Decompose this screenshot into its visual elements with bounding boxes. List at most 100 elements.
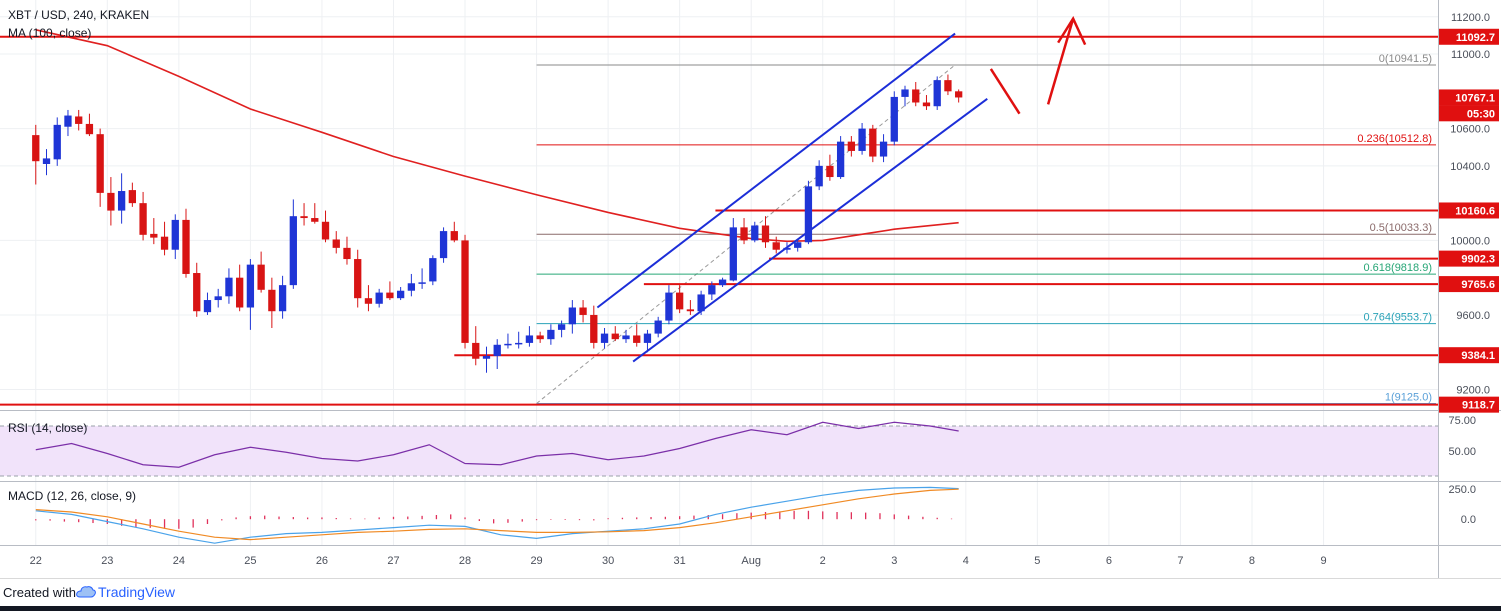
- candle-body: [783, 247, 791, 250]
- candle-body: [236, 277, 244, 308]
- candle-body: [557, 324, 566, 330]
- level-price-badge: [1439, 396, 1499, 413]
- candle-body: [847, 141, 856, 151]
- fib-level-label: 0.5(10033.3): [1370, 222, 1432, 234]
- candle-body: [686, 309, 695, 312]
- candle-body: [579, 307, 587, 315]
- current-price-badge: [1439, 105, 1499, 122]
- candle-body: [697, 294, 705, 312]
- price-axis-label: 10400.0: [1450, 161, 1490, 173]
- signal-line: [35, 488, 959, 541]
- candle-body: [214, 296, 222, 301]
- candle-body: [751, 225, 759, 241]
- level-price-label: 9902.3: [1461, 254, 1495, 266]
- level-price-label: 9118.7: [1462, 400, 1495, 412]
- channel-upper-line: [596, 32, 956, 309]
- time-axis-label: 7: [1177, 555, 1183, 567]
- time-axis-label: 31: [674, 555, 686, 567]
- tradingview-cloud-icon: [76, 586, 96, 598]
- candle-body: [622, 335, 630, 340]
- candle-body: [740, 227, 748, 241]
- time-axis-label: 3: [891, 555, 897, 567]
- candle-body: [311, 218, 319, 222]
- candle-body: [933, 80, 941, 107]
- up-arrow-shaft: [1046, 18, 1075, 105]
- level-price-badge: [1439, 202, 1499, 219]
- fib-level-label: 0.236(10512.8): [1357, 133, 1432, 145]
- ma-100-line: [35, 29, 959, 243]
- candle-body: [42, 158, 51, 164]
- macd-legend-label: MACD (12, 26, close, 9): [8, 489, 136, 503]
- time-axis-label: 4: [963, 555, 969, 567]
- candle-body: [665, 292, 673, 321]
- candle-body: [117, 191, 126, 211]
- fib-level-label: 0.618(9818.9): [1364, 262, 1433, 274]
- price-axis-label: 9200.0: [1456, 385, 1490, 397]
- candle-body: [515, 342, 523, 345]
- candle-body: [203, 300, 212, 313]
- candle-body: [257, 264, 265, 290]
- time-axis-label: 23: [101, 555, 113, 567]
- time-axis-label: 5: [1034, 555, 1040, 567]
- candle-body: [525, 335, 534, 343]
- level-price-label: 11092.7: [1456, 32, 1495, 44]
- rsi-legend-label: RSI (14, close): [8, 421, 87, 435]
- time-axis-label: 2: [820, 555, 826, 567]
- candle-body: [375, 292, 383, 304]
- level-price-badge: [1439, 276, 1499, 293]
- fib-level-label: 0(10941.5): [1379, 53, 1432, 65]
- candle-body: [879, 141, 888, 157]
- time-axis-label: 29: [530, 555, 542, 567]
- candle-body: [107, 192, 115, 211]
- candle-body: [193, 273, 201, 312]
- candle-body: [53, 124, 61, 160]
- candle-body: [225, 277, 233, 297]
- price-axis-label: 11200.0: [1451, 12, 1490, 24]
- candle-body: [944, 80, 952, 92]
- time-axis-label: 22: [30, 555, 42, 567]
- level-price-badge: [1439, 28, 1499, 45]
- level-price-label: 9384.1: [1461, 350, 1495, 362]
- fib-level-label: 1(9125.0): [1385, 391, 1432, 403]
- candle-body: [836, 141, 845, 178]
- candle-body: [729, 227, 737, 281]
- down-projection-stroke: [989, 68, 1021, 115]
- chart-symbol-title: XBT / USD, 240, KRAKEN: [8, 8, 149, 22]
- current-price-badge: [1439, 89, 1499, 106]
- current-price-label: 05:30: [1467, 108, 1495, 120]
- candle-body: [321, 221, 330, 240]
- fib-level-label: 0.764(9553.7): [1364, 312, 1433, 324]
- price-axis-label: 10000.0: [1450, 235, 1490, 247]
- candle-body: [633, 335, 641, 343]
- candle-body: [386, 292, 394, 299]
- candle-body: [278, 285, 287, 312]
- level-price-label: 9765.6: [1461, 279, 1495, 291]
- candle-body: [364, 298, 373, 304]
- bottom-border: [0, 606, 1501, 611]
- time-axis-label: 6: [1106, 555, 1112, 567]
- candle-body: [64, 115, 72, 127]
- level-price-label: 10160.6: [1455, 205, 1495, 217]
- chart-background: [0, 0, 1501, 578]
- rsi-axis-label: 75.00: [1448, 415, 1476, 427]
- price-axis-label: 9600.0: [1456, 310, 1490, 322]
- up-arrow-head-icon: [1057, 16, 1087, 46]
- candle-body: [32, 135, 40, 162]
- candle-body: [869, 128, 877, 157]
- candle-body: [246, 264, 255, 308]
- candle-body: [815, 165, 823, 187]
- time-axis-label: 25: [244, 555, 256, 567]
- tradingview-link[interactable]: TradingView: [76, 584, 175, 600]
- rsi-axis-label: 50.00: [1448, 446, 1476, 458]
- candle-body: [794, 242, 802, 248]
- level-price-badge: [1439, 250, 1499, 267]
- price-axis-label: 11000.0: [1451, 49, 1490, 61]
- candle-body: [482, 355, 491, 359]
- time-axis-label: Aug: [741, 555, 761, 567]
- candle-body: [804, 186, 813, 243]
- chart-svg[interactable]: 0(10941.5) 0.236(10512.8) 0.5(10033.3) 0.61…: [0, 0, 1501, 578]
- candle-body: [160, 236, 169, 250]
- current-price-label: 10767.1: [1455, 92, 1495, 104]
- candle-body: [590, 314, 598, 343]
